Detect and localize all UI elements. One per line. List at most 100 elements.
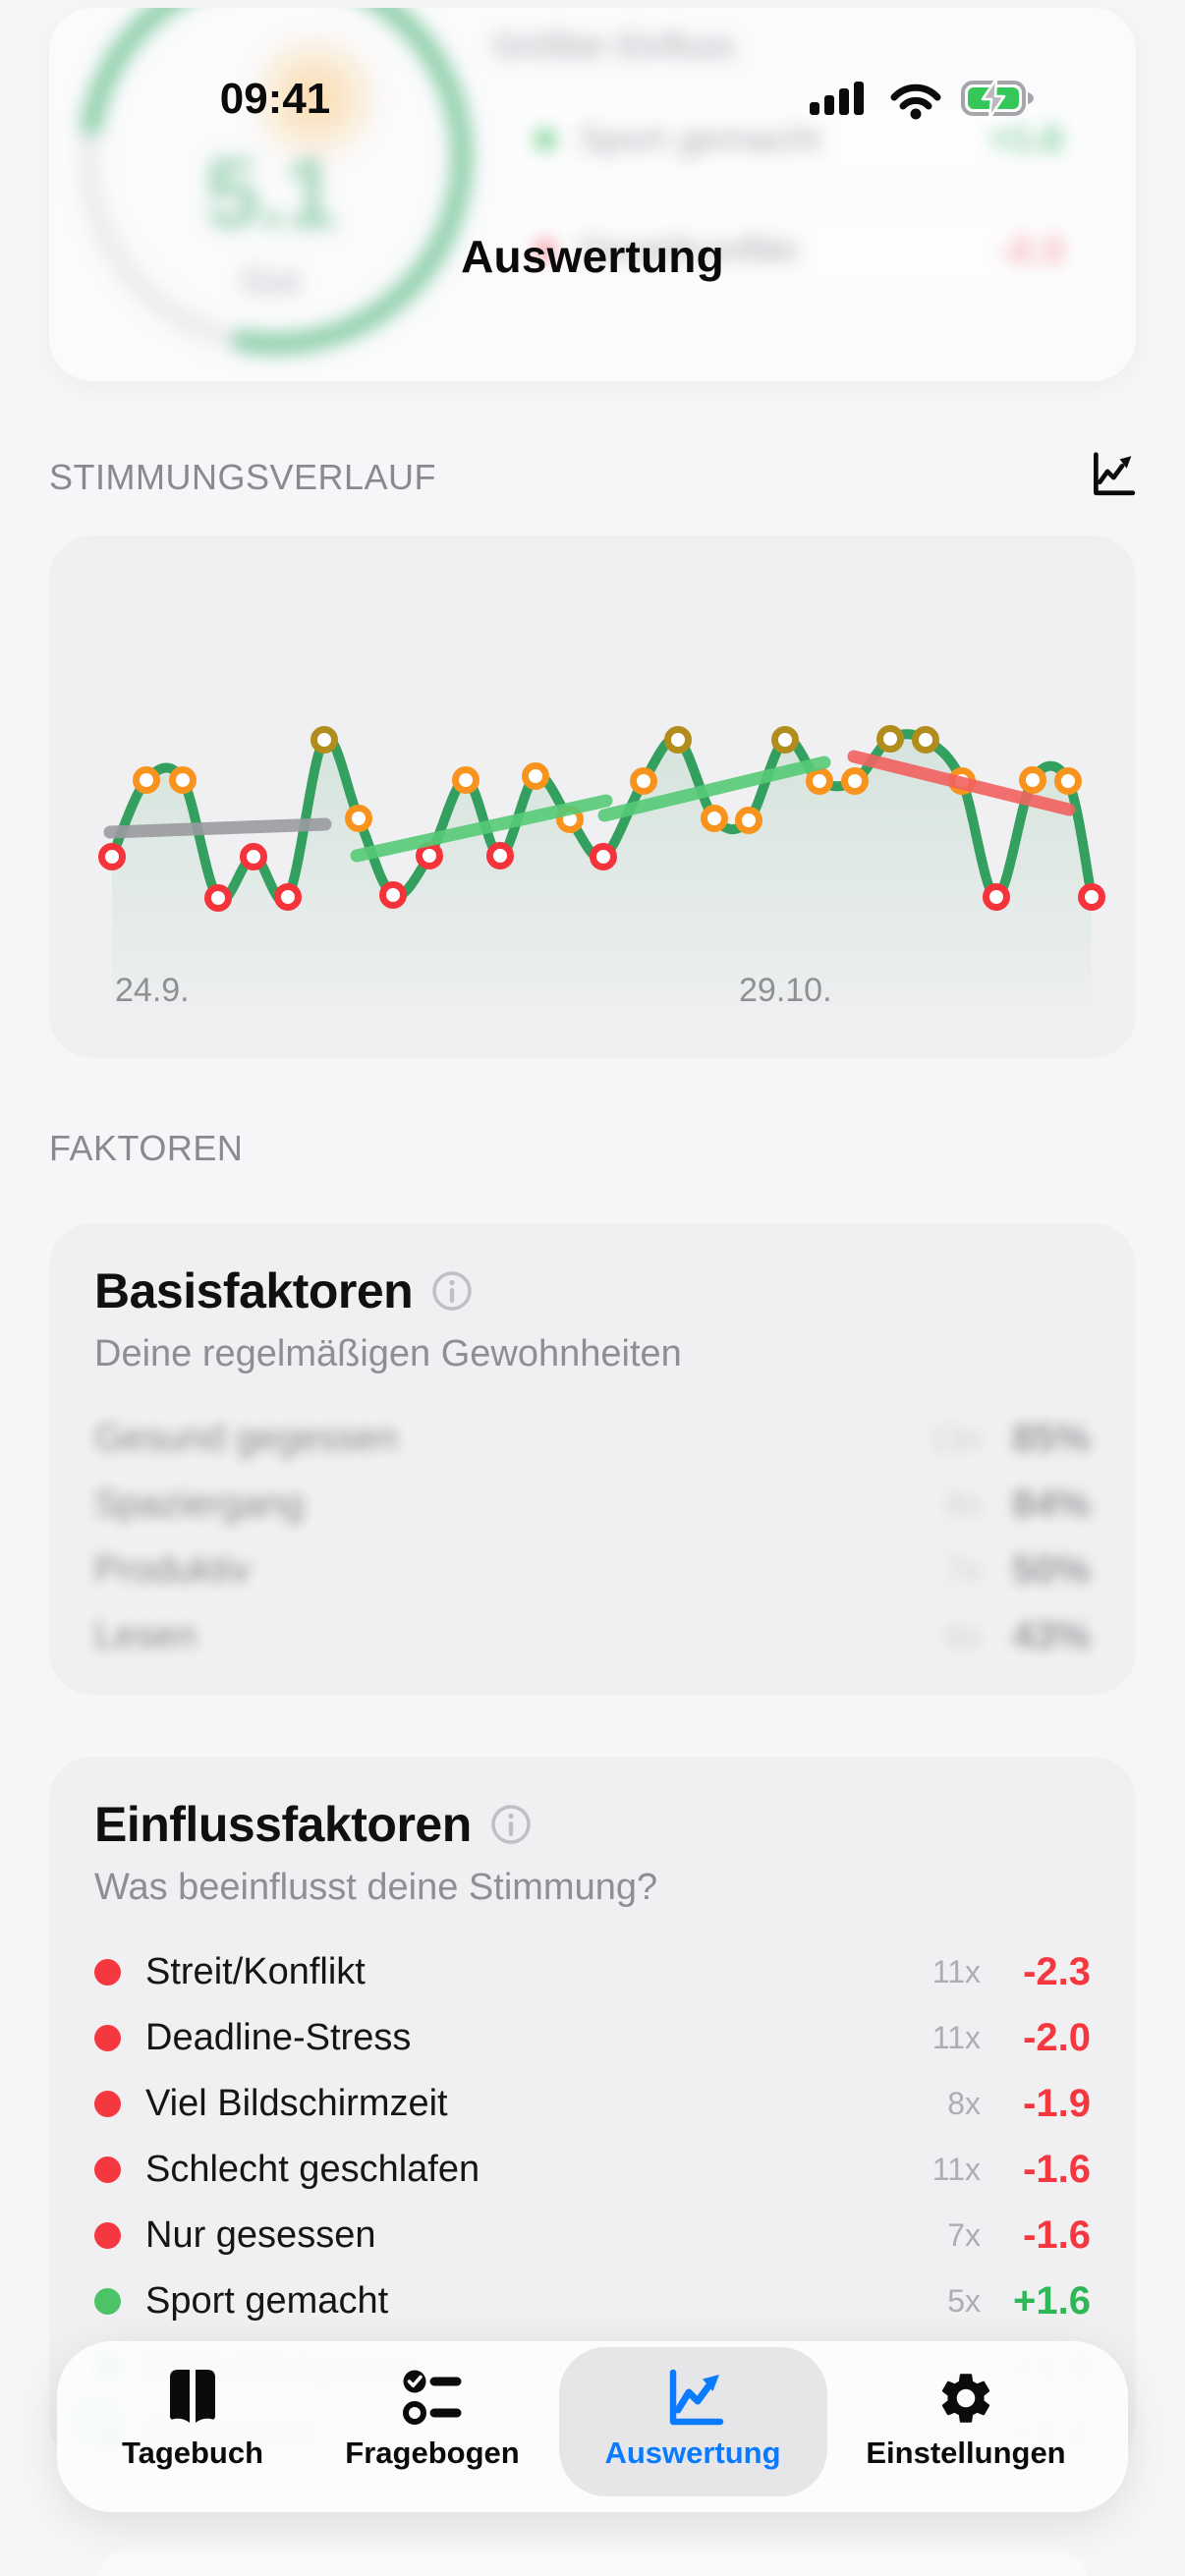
mood-point-red [1078,883,1105,911]
factor-count: 11x [931,1954,981,1989]
factor-row: Schlecht geschlafen 11x -1.6 [94,2137,1091,2203]
mood-point-red [486,842,514,869]
factor-row: Produktiv 7x 50% [94,1538,1091,1603]
factor-row: Nur gesessen 7x -1.6 [94,2203,1091,2268]
factor-label: Spaziergang [94,1484,305,1525]
mood-point-orange [522,762,549,790]
factor-label: Deadline-Stress [145,2017,412,2058]
mood-point-gold [912,726,939,754]
mood-point-orange [345,805,372,832]
influence-factors-title: Einflussfaktoren [94,1797,472,1852]
tab-auswertung[interactable]: Auswertung [575,2341,811,2512]
mood-point-orange [1019,766,1046,794]
trend-line-green [597,756,831,822]
mood-chart-card[interactable]: 24.9. 29.10. [49,535,1136,1058]
factor-count: 6x [947,1618,981,1653]
chart-trend-icon[interactable] [1087,450,1136,504]
factor-row: Viel Bildschirmzeit 8x -1.9 [94,2071,1091,2137]
factor-value: 50% [1011,1548,1091,1592]
chart-line-icon [659,2363,726,2434]
mood-point-gold [310,726,338,754]
wifi-icon [886,77,945,125]
factor-label: Streit/Konflikt [578,229,798,271]
influence-factors-subtitle: Was beeinflusst deine Stimmung? [94,1867,658,1908]
mood-section-header: STIMMUNGSVERLAUF [49,450,1136,504]
factor-value: -1.6 [1023,2148,1091,2191]
base-factors-subtitle: Deine regelmäßigen Gewohnheiten [94,1333,682,1374]
factor-dot [535,129,556,150]
factor-label: Schlecht geschlafen [145,2149,480,2190]
factor-count: 5x [947,2283,981,2319]
page-title: Auswertung [461,231,724,282]
mood-point-gold [771,726,799,754]
factor-label: Gesund gegessen [94,1418,398,1459]
book-icon [159,2363,226,2434]
mood-point-orange [841,767,869,795]
mood-point-red [379,881,407,909]
checklist-icon [399,2363,466,2434]
factor-value: 85% [1011,1417,1091,1460]
blurred-section-heading: Größter Einfluss [493,28,735,65]
factor-row: Lesen 6x 43% [94,1603,1091,1669]
mood-point-red [983,883,1010,911]
factor-label: Sport gemacht [145,2280,389,2322]
next-card-sliver [98,2551,1087,2576]
tab-bar: Tagebuch Fragebogen Auswertung Einstellu… [57,2341,1128,2512]
trend-line-gray [103,817,332,839]
mood-point-orange [701,805,728,832]
factor-count: 7x [947,2217,981,2253]
mood-point-red [204,884,232,912]
factor-value: 84% [1011,1483,1091,1526]
factor-value: +1.6 [988,118,1063,160]
factor-value: -2.3 [1023,1950,1091,1993]
mood-point-red [274,883,302,911]
mood-point-gold [876,725,904,753]
mood-line-chart [98,725,1105,1005]
mood-point-orange [806,767,833,795]
factor-row: Deadline-Stress 11x -2.0 [94,2005,1091,2071]
tab-fragebogen[interactable]: Fragebogen [314,2341,550,2512]
factor-dot [94,1959,121,1986]
factor-count: 11x [931,2020,981,2055]
mood-ring-chart [78,8,474,355]
factor-count: 13x [930,1421,981,1456]
factor-label: Sport gemacht [578,118,821,160]
factor-value: -1.9 [1023,2082,1091,2125]
mood-point-red [98,843,126,870]
mood-point-red [416,842,443,869]
x-axis-label-mid: 29.10. [739,972,832,1009]
base-factors-title: Basisfaktoren [94,1263,414,1318]
mood-point-red [590,843,617,870]
factor-value: +1.6 [1013,2279,1091,2323]
factor-label: Lesen [94,1615,197,1656]
mood-point-orange [133,766,160,794]
cellular-signal-icon [808,77,871,125]
factor-dot [94,2091,121,2117]
blurred-overview-content: 5.1 Gut Größter Einfluss Sport gemacht +… [49,8,1136,381]
factor-row: Sport gemacht 5x +1.6 [94,2268,1091,2334]
factor-row: Spaziergang 8x 84% [94,1472,1091,1538]
factor-label: Streit/Konflikt [145,1951,366,1992]
mood-point-orange [1054,767,1082,795]
factors-section-label: FAKTOREN [49,1128,244,1168]
tab-tagebuch[interactable]: Tagebuch [75,2341,310,2512]
info-icon[interactable] [489,1803,533,1846]
mood-score-label: Gut [241,260,300,301]
factor-value: -2.3 [998,229,1063,271]
factor-value: -2.0 [1023,2016,1091,2059]
factor-label: Viel Bildschirmzeit [145,2083,448,2124]
mood-point-orange [630,767,657,795]
info-icon[interactable] [430,1269,474,1313]
factors-section-header: FAKTOREN [49,1128,1136,1169]
header-overview-card: 5.1 Gut Größter Einfluss Sport gemacht +… [49,8,1136,381]
tab-label: Tagebuch [121,2436,264,2470]
mood-score: 5.1 [204,139,337,249]
tab-label: Auswertung [604,2436,781,2470]
clock: 09:41 [219,75,331,123]
factor-row: Streit/Konflikt 11x -2.3 [94,1939,1091,2005]
mood-section-label: STIMMUNGSVERLAUF [49,456,437,497]
factor-dot [94,2288,121,2315]
tab-einstellungen[interactable]: Einstellungen [848,2341,1084,2512]
gear-icon [932,2363,999,2434]
factor-value: 43% [1011,1614,1091,1657]
